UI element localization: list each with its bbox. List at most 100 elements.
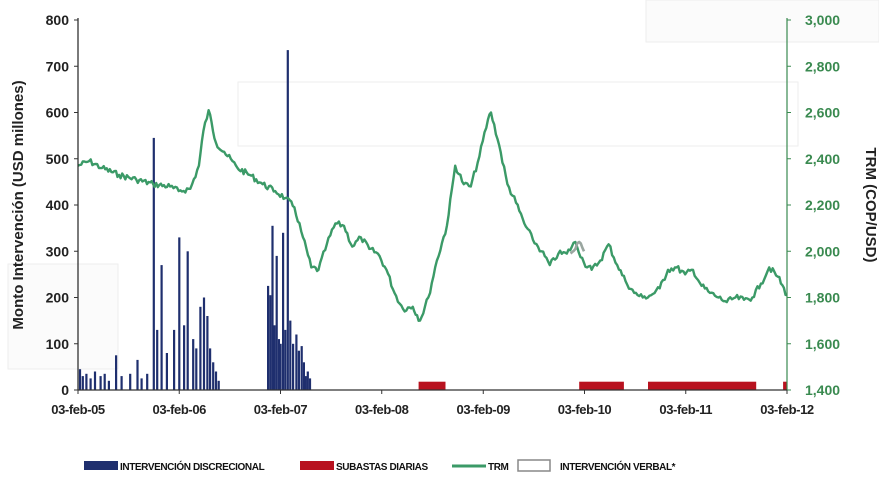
right-tick-label: 2,400	[805, 151, 840, 167]
legend-swatch-discrecional	[84, 461, 118, 470]
left-tick-label: 700	[46, 58, 70, 74]
background-panels	[7, 0, 879, 370]
bar-discrecional	[212, 362, 215, 391]
bar-discrecional	[195, 348, 198, 390]
bar-discrecional	[115, 355, 118, 390]
bar-discrecional	[217, 380, 220, 391]
bar-discrecional	[129, 373, 132, 390]
legend-label-subastas: SUBASTAS DIARIAS	[336, 462, 428, 473]
x-tick-label: 03-feb-10	[558, 402, 612, 417]
bar-discrecional	[304, 376, 307, 390]
x-tick-label: 03-feb-11	[659, 402, 712, 417]
bar-discrecional	[275, 255, 278, 390]
legend-item-trm: TRM	[452, 462, 509, 473]
right-tick-label: 2,000	[805, 243, 840, 259]
bar-discrecional	[273, 325, 276, 391]
bar-discrecional	[277, 339, 280, 390]
bar-discrecional	[107, 380, 110, 391]
bar-discrecional	[214, 371, 218, 390]
left-tick-label: 300	[46, 243, 70, 259]
daily-auction-bands	[418, 381, 787, 390]
band-subastas	[579, 381, 624, 390]
legend-item-verbal: INTERVENCIÓN VERBAL*	[517, 459, 676, 473]
bar-discrecional	[297, 350, 300, 390]
bar-discrecional	[286, 50, 289, 390]
x-tick-label: 03-feb-12	[760, 402, 814, 417]
bar-discrecional	[140, 378, 143, 390]
bar-discrecional	[206, 316, 209, 390]
bar-discrecional	[279, 343, 282, 391]
legend: INTERVENCIÓN DISCRECIONAL SUBASTAS DIARI…	[84, 459, 676, 473]
right-axis-label: TRM (COP/USD)	[862, 148, 879, 263]
bar-discrecional	[156, 329, 159, 390]
bar-discrecional	[136, 359, 139, 390]
bar-discrecional	[165, 353, 168, 390]
bar-discrecional	[284, 329, 287, 390]
bar-discrecional	[199, 306, 202, 391]
legend-label-discrecional: INTERVENCIÓN DISCRECIONAL	[120, 460, 265, 473]
left-tick-label: 600	[46, 105, 70, 121]
legend-item-discrecional: INTERVENCIÓN DISCRECIONAL	[84, 460, 265, 473]
bar-discrecional	[209, 348, 212, 390]
band-subastas	[418, 381, 446, 390]
bar-discrecional	[186, 251, 189, 391]
bar-discrecional	[103, 373, 106, 390]
left-tick-label: 200	[46, 290, 70, 306]
bar-discrecional	[93, 371, 97, 390]
bar-discrecional	[300, 346, 303, 390]
bar-discrecional	[271, 225, 274, 390]
discretionary-intervention-bars	[78, 50, 312, 391]
right-tick-label: 2,600	[805, 105, 840, 121]
legend-label-verbal: INTERVENCIÓN VERBAL*	[560, 460, 676, 473]
bar-discrecional	[120, 376, 123, 390]
bar-discrecional	[269, 295, 272, 390]
left-tick-label: 100	[46, 336, 70, 352]
bar-discrecional	[160, 265, 163, 390]
tick-labels: 0 100 200 300 400 500 600 700 800 1,400 1,600 1,800…	[46, 12, 841, 417]
x-tick-label: 03-feb-05	[51, 402, 105, 417]
bar-discrecional	[306, 371, 309, 390]
bar-discrecional	[192, 339, 195, 390]
right-tick-label: 1,400	[805, 382, 840, 398]
band-subastas	[783, 381, 787, 390]
x-tick-label: 03-feb-06	[153, 402, 207, 417]
legend-item-subastas: SUBASTAS DIARIAS	[300, 461, 429, 473]
bg-panel	[645, 0, 879, 43]
left-tick-label: 0	[61, 382, 69, 398]
bar-discrecional	[302, 362, 305, 391]
left-tick-label: 400	[46, 197, 70, 213]
bar-discrecional	[78, 369, 82, 390]
right-tick-label: 2,200	[805, 197, 840, 213]
bar-discrecional	[89, 378, 92, 390]
left-tick-label: 500	[46, 151, 70, 167]
legend-swatch-verbal	[517, 459, 551, 472]
axes	[77, 18, 788, 391]
bar-discrecional	[183, 325, 186, 391]
legend-swatch-subastas	[300, 461, 334, 470]
band-subastas	[648, 381, 757, 390]
bar-discrecional	[289, 320, 292, 390]
x-tick-label: 03-feb-08	[355, 402, 409, 417]
bar-discrecional	[292, 343, 295, 391]
bar-discrecional	[178, 237, 181, 390]
line-verbal	[569, 240, 586, 255]
legend-label-trm: TRM	[488, 462, 509, 473]
bar-discrecional	[295, 334, 298, 390]
bar-discrecional	[173, 329, 176, 390]
x-tick-label: 03-feb-09	[457, 402, 511, 417]
bar-discrecional	[81, 376, 84, 390]
bar-discrecional	[308, 378, 312, 390]
bg-panel	[237, 81, 799, 147]
bg-panel	[7, 263, 119, 370]
left-tick-label: 800	[46, 12, 70, 28]
right-tick-label: 1,600	[805, 336, 840, 352]
bar-discrecional	[85, 373, 88, 390]
bar-discrecional	[152, 137, 155, 390]
right-tick-label: 1,800	[805, 290, 840, 306]
bar-discrecional	[146, 373, 149, 390]
left-axis-label: Monto Intervención (USD millones)	[10, 80, 27, 329]
bar-discrecional	[202, 297, 206, 390]
x-tick-label: 03-feb-07	[254, 402, 308, 417]
